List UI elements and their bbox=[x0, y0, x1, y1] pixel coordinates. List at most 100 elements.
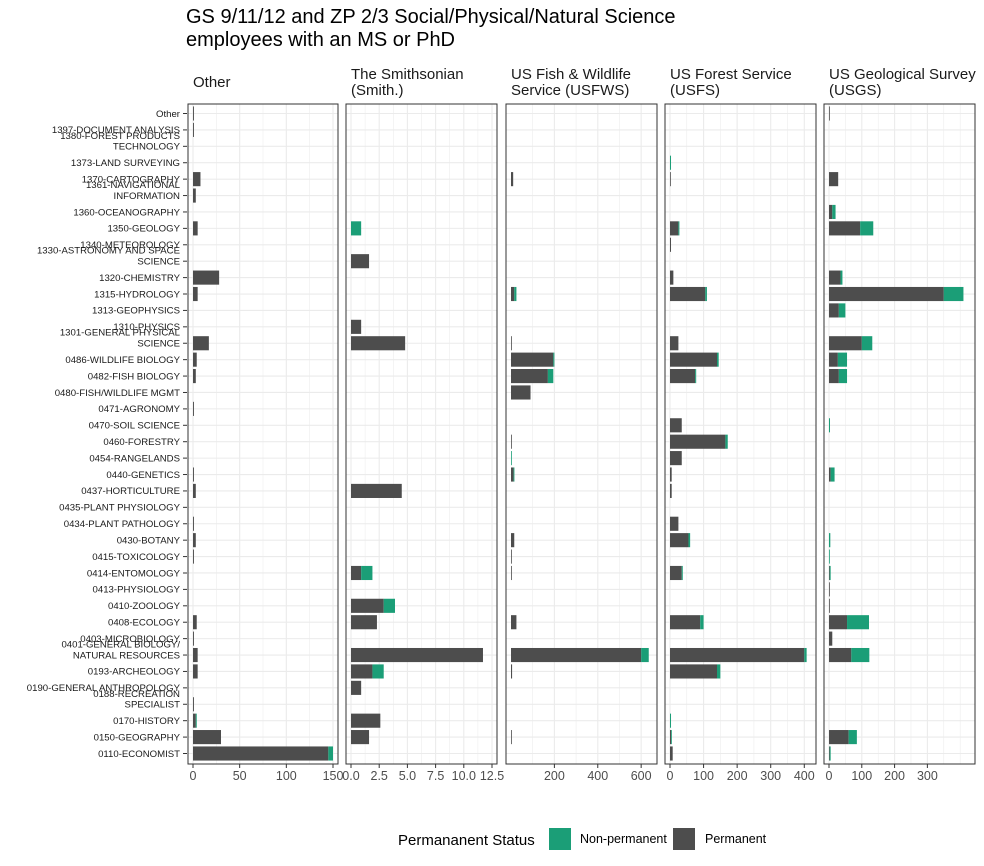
bar-non-permanent bbox=[838, 369, 848, 384]
category-label: 0415-TOXICOLOGY bbox=[92, 552, 180, 563]
bar-permanent bbox=[193, 188, 196, 203]
bar-non-permanent bbox=[829, 533, 831, 548]
facet-strip-label: The Smithsonian (Smith.) bbox=[351, 66, 464, 99]
bar-non-permanent bbox=[361, 565, 373, 581]
bar-permanent bbox=[829, 647, 852, 663]
bar-permanent bbox=[193, 122, 194, 137]
x-tick-label: 12.5 bbox=[480, 769, 504, 783]
bar-permanent bbox=[351, 336, 406, 351]
bar-permanent bbox=[670, 237, 672, 252]
category-label: 0190-GENERAL ANTHROPOLOGY bbox=[27, 683, 181, 694]
bar-non-permanent bbox=[195, 713, 197, 728]
bar-non-permanent bbox=[851, 647, 870, 663]
category-label: 0188-RECREATION SPECIALIST bbox=[93, 689, 180, 711]
bar-permanent bbox=[193, 647, 198, 663]
bar-non-permanent bbox=[670, 155, 672, 170]
facet-panel: US Geological Survey (USGS) 0 100 200 300 bbox=[823, 66, 976, 783]
bar-permanent bbox=[670, 270, 674, 285]
bar-permanent bbox=[193, 172, 201, 187]
bar-permanent bbox=[351, 483, 402, 498]
bar-non-permanent bbox=[688, 533, 691, 548]
bar-non-permanent bbox=[717, 352, 719, 367]
bar-non-permanent bbox=[511, 451, 512, 466]
bar-non-permanent bbox=[829, 746, 831, 761]
bar-permanent bbox=[193, 746, 329, 761]
x-tick-label: 0 bbox=[190, 769, 197, 783]
bar-permanent bbox=[511, 533, 515, 548]
bar-permanent bbox=[670, 418, 682, 433]
panel-border bbox=[505, 103, 658, 765]
facet-panel: US Fish & Wildlife Service (USFWS) 200 400 6… bbox=[505, 66, 658, 783]
x-tick-label: 600 bbox=[631, 769, 652, 783]
bar-non-permanent bbox=[553, 352, 555, 367]
bar-permanent bbox=[829, 631, 833, 646]
bar-non-permanent bbox=[513, 467, 515, 482]
bar-permanent bbox=[193, 270, 220, 285]
bar-non-permanent bbox=[861, 336, 873, 351]
bar-permanent bbox=[193, 549, 194, 564]
bar-non-permanent bbox=[351, 221, 362, 236]
bar-permanent bbox=[829, 467, 831, 482]
bar-permanent bbox=[351, 680, 362, 695]
category-label: Other bbox=[156, 109, 181, 120]
bar-permanent bbox=[193, 221, 198, 236]
bar-non-permanent bbox=[830, 467, 835, 482]
bar-permanent bbox=[511, 664, 513, 679]
bar-non-permanent bbox=[372, 664, 384, 679]
bar-permanent bbox=[670, 451, 682, 466]
bar-permanent bbox=[351, 598, 384, 613]
facet-panel: US Forest Service (USFS) 0 100 200 300 400 bbox=[664, 66, 817, 783]
bar-permanent bbox=[193, 713, 196, 728]
bar-non-permanent bbox=[804, 647, 807, 663]
category-label: 0471-AGRONOMY bbox=[98, 404, 180, 415]
category-label: 1301-GENERAL PHYSICAL SCIENCE bbox=[60, 328, 181, 350]
category-label: 1373-LAND SURVEYING bbox=[71, 158, 180, 169]
bar-permanent bbox=[829, 352, 838, 367]
legend: Permananent Status Non-permanent Permanent bbox=[398, 828, 767, 850]
bar-permanent bbox=[511, 336, 512, 351]
bar-non-permanent bbox=[383, 598, 395, 613]
bar-non-permanent bbox=[328, 746, 333, 761]
bar-permanent bbox=[829, 746, 830, 761]
bar-non-permanent bbox=[514, 286, 517, 302]
x-tick-label: 200 bbox=[727, 769, 748, 783]
bar-permanent bbox=[670, 286, 706, 302]
legend-title: Permananent Status bbox=[398, 832, 535, 849]
bar-permanent bbox=[193, 516, 194, 531]
legend-label: Non-permanent bbox=[580, 832, 667, 846]
category-label: 1313-GEOPHYSICS bbox=[92, 306, 180, 317]
category-label: 0430-BOTANY bbox=[117, 536, 181, 547]
category-label: 0440-GENETICS bbox=[106, 470, 180, 481]
bar-non-permanent bbox=[848, 730, 857, 745]
category-label: 0110-ECONOMIST bbox=[98, 749, 180, 760]
category-label: 1320-CHEMISTRY bbox=[99, 273, 180, 284]
x-tick-label: 150 bbox=[323, 769, 344, 783]
bar-permanent bbox=[670, 369, 696, 384]
category-label: 0150-GEOGRAPHY bbox=[94, 732, 181, 743]
facet-panel: Other 0 50 100 150 bbox=[187, 74, 344, 783]
bar-non-permanent bbox=[860, 221, 874, 236]
bar-non-permanent bbox=[837, 352, 848, 367]
bar-permanent bbox=[829, 303, 839, 318]
bar-permanent bbox=[829, 730, 849, 745]
bar-non-permanent bbox=[829, 418, 830, 433]
x-tick-label: 300 bbox=[917, 769, 938, 783]
bar-permanent bbox=[351, 664, 373, 679]
category-label: 0460-FORESTRY bbox=[103, 437, 180, 448]
bar-permanent bbox=[829, 204, 833, 220]
x-tick-label: 400 bbox=[794, 769, 815, 783]
x-tick-label: 100 bbox=[693, 769, 714, 783]
bar-permanent bbox=[193, 483, 196, 498]
bar-permanent bbox=[193, 369, 196, 384]
bar-permanent bbox=[670, 516, 679, 531]
bar-permanent bbox=[511, 385, 531, 400]
bar-non-permanent bbox=[678, 221, 680, 236]
bar-permanent bbox=[511, 615, 517, 630]
bar-permanent bbox=[193, 615, 197, 630]
bar-permanent bbox=[670, 352, 717, 367]
bar-permanent bbox=[193, 533, 196, 548]
bar-non-permanent bbox=[670, 713, 672, 728]
bar-non-permanent bbox=[725, 434, 728, 449]
